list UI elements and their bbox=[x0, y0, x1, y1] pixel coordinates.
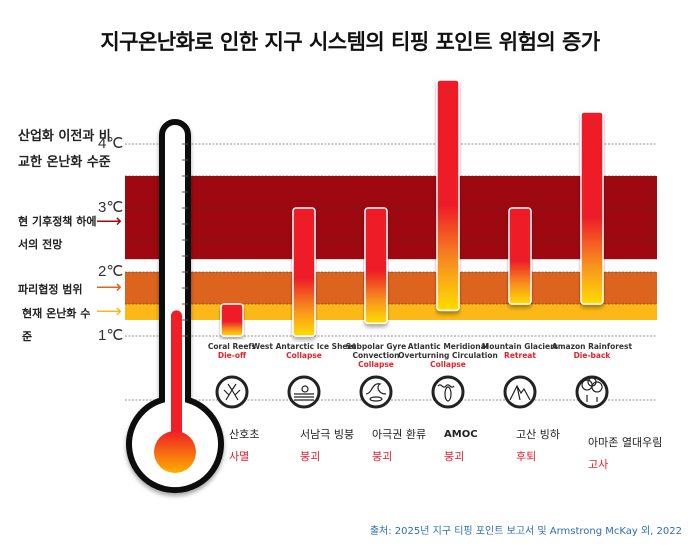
category-label-ko: AMOC 붕괴 bbox=[444, 424, 478, 468]
category-name-ko: 아마존 열대우림 bbox=[588, 436, 663, 449]
arrow-icon: ⟶ bbox=[96, 277, 122, 298]
category-status-en: Die-off bbox=[217, 351, 247, 360]
bar-5 bbox=[580, 111, 604, 305]
category-name-en: Amazon Rainforest bbox=[551, 342, 633, 351]
mercury-bulb bbox=[154, 431, 196, 473]
category-name-en: West Antarctic Ice Sheet bbox=[251, 342, 357, 351]
category-name-en: Subpolar Gyre Convection bbox=[345, 342, 407, 360]
mountain-icon-glyph bbox=[509, 384, 531, 401]
category-name-ko: 고산 빙하 bbox=[516, 428, 560, 441]
category-status-en: Collapse bbox=[358, 360, 394, 369]
mercury-column bbox=[171, 310, 182, 450]
category-status-ko: 붕괴 bbox=[444, 450, 465, 463]
forest-icon bbox=[575, 375, 609, 409]
icon-circle bbox=[575, 375, 609, 409]
ocean-current-icon bbox=[431, 375, 465, 409]
band-current bbox=[125, 304, 657, 320]
ocean-current-icon-glyph bbox=[437, 384, 455, 402]
bar-4 bbox=[508, 207, 532, 305]
category-label-en: Amazon Rainforest Die-back bbox=[537, 342, 647, 360]
category-status-en: Retreat bbox=[504, 351, 536, 360]
bar-2 bbox=[364, 207, 388, 324]
category-label-en: West Antarctic Ice Sheet Collapse bbox=[249, 342, 359, 360]
chart-title: 지구온난화로 인한 지구 시스템의 티핑 포인트 위험의 증가 bbox=[100, 30, 600, 54]
coral-icon-glyph bbox=[223, 383, 241, 401]
y-tick-label: 1℃ bbox=[98, 327, 124, 344]
category-name-en: Mountain Glaciers bbox=[481, 342, 559, 351]
band-label-paris: 파리협정 범위 bbox=[18, 283, 83, 296]
ice-sheet-icon bbox=[287, 375, 321, 409]
category-status-en: Collapse bbox=[430, 360, 466, 369]
category-status-ko: 고사 bbox=[588, 458, 609, 471]
bar-0 bbox=[220, 303, 244, 337]
band-current_policy bbox=[125, 176, 657, 260]
category-status-ko: 붕괴 bbox=[372, 450, 393, 463]
category-label-en: Atlantic Meridional Overturning Circulat… bbox=[393, 342, 503, 369]
arrow-icon: ⟶ bbox=[96, 301, 122, 322]
category-name-en: Atlantic Meridional Overturning Circulat… bbox=[398, 342, 498, 360]
wave-icon-glyph bbox=[365, 383, 387, 402]
category-label-en: Subpolar Gyre Convection Collapse bbox=[321, 342, 431, 369]
icon-circle bbox=[359, 375, 393, 409]
category-name-ko: 서남극 빙붕 bbox=[300, 428, 355, 441]
bar-3 bbox=[436, 79, 460, 312]
category-name-en: Coral Reefs bbox=[207, 342, 257, 351]
y-tick-label: 3℃ bbox=[98, 199, 124, 216]
category-label-en: Mountain Glaciers Retreat bbox=[465, 342, 575, 360]
category-status-ko: 붕괴 bbox=[300, 450, 321, 463]
ice-sheet-icon-glyph bbox=[294, 385, 314, 401]
coral-icon bbox=[215, 375, 249, 409]
category-status-ko: 사멸 bbox=[229, 450, 250, 463]
y-tick-label: 2℃ bbox=[98, 263, 124, 280]
band-label-current-policy: 현 기후정책 하에서의 전망 bbox=[18, 215, 97, 251]
bar-1 bbox=[292, 207, 316, 337]
thermometer bbox=[126, 119, 224, 494]
category-status-en: Die-back bbox=[573, 351, 611, 360]
source-note: 출처: 2025년 지구 티핑 포인트 보고서 및 Armstrong McKa… bbox=[369, 526, 682, 537]
icon-circle bbox=[431, 375, 465, 409]
category-name-ko: 산호초 bbox=[229, 428, 260, 441]
arrow-icon: ⟶ bbox=[96, 211, 122, 232]
mountain-icon bbox=[503, 375, 537, 409]
category-status-en: Collapse bbox=[286, 351, 322, 360]
icon-circle bbox=[215, 375, 249, 409]
category-status-ko: 후퇴 bbox=[516, 450, 537, 463]
category-label-en: Coral Reefs Die-off bbox=[177, 342, 287, 360]
y-axis-label: 산업화 이전과 비교한 온난화 수준 bbox=[18, 129, 111, 170]
category-name-ko: AMOC bbox=[444, 429, 478, 440]
band-paris bbox=[125, 272, 657, 304]
forest-icon-glyph bbox=[581, 377, 603, 402]
y-tick-label: 4℃ bbox=[98, 135, 124, 152]
band-label-current: 현재 온난화 수준 bbox=[22, 307, 91, 343]
category-name-ko: 아극권 환류 bbox=[372, 428, 427, 441]
wave-icon bbox=[359, 375, 393, 409]
